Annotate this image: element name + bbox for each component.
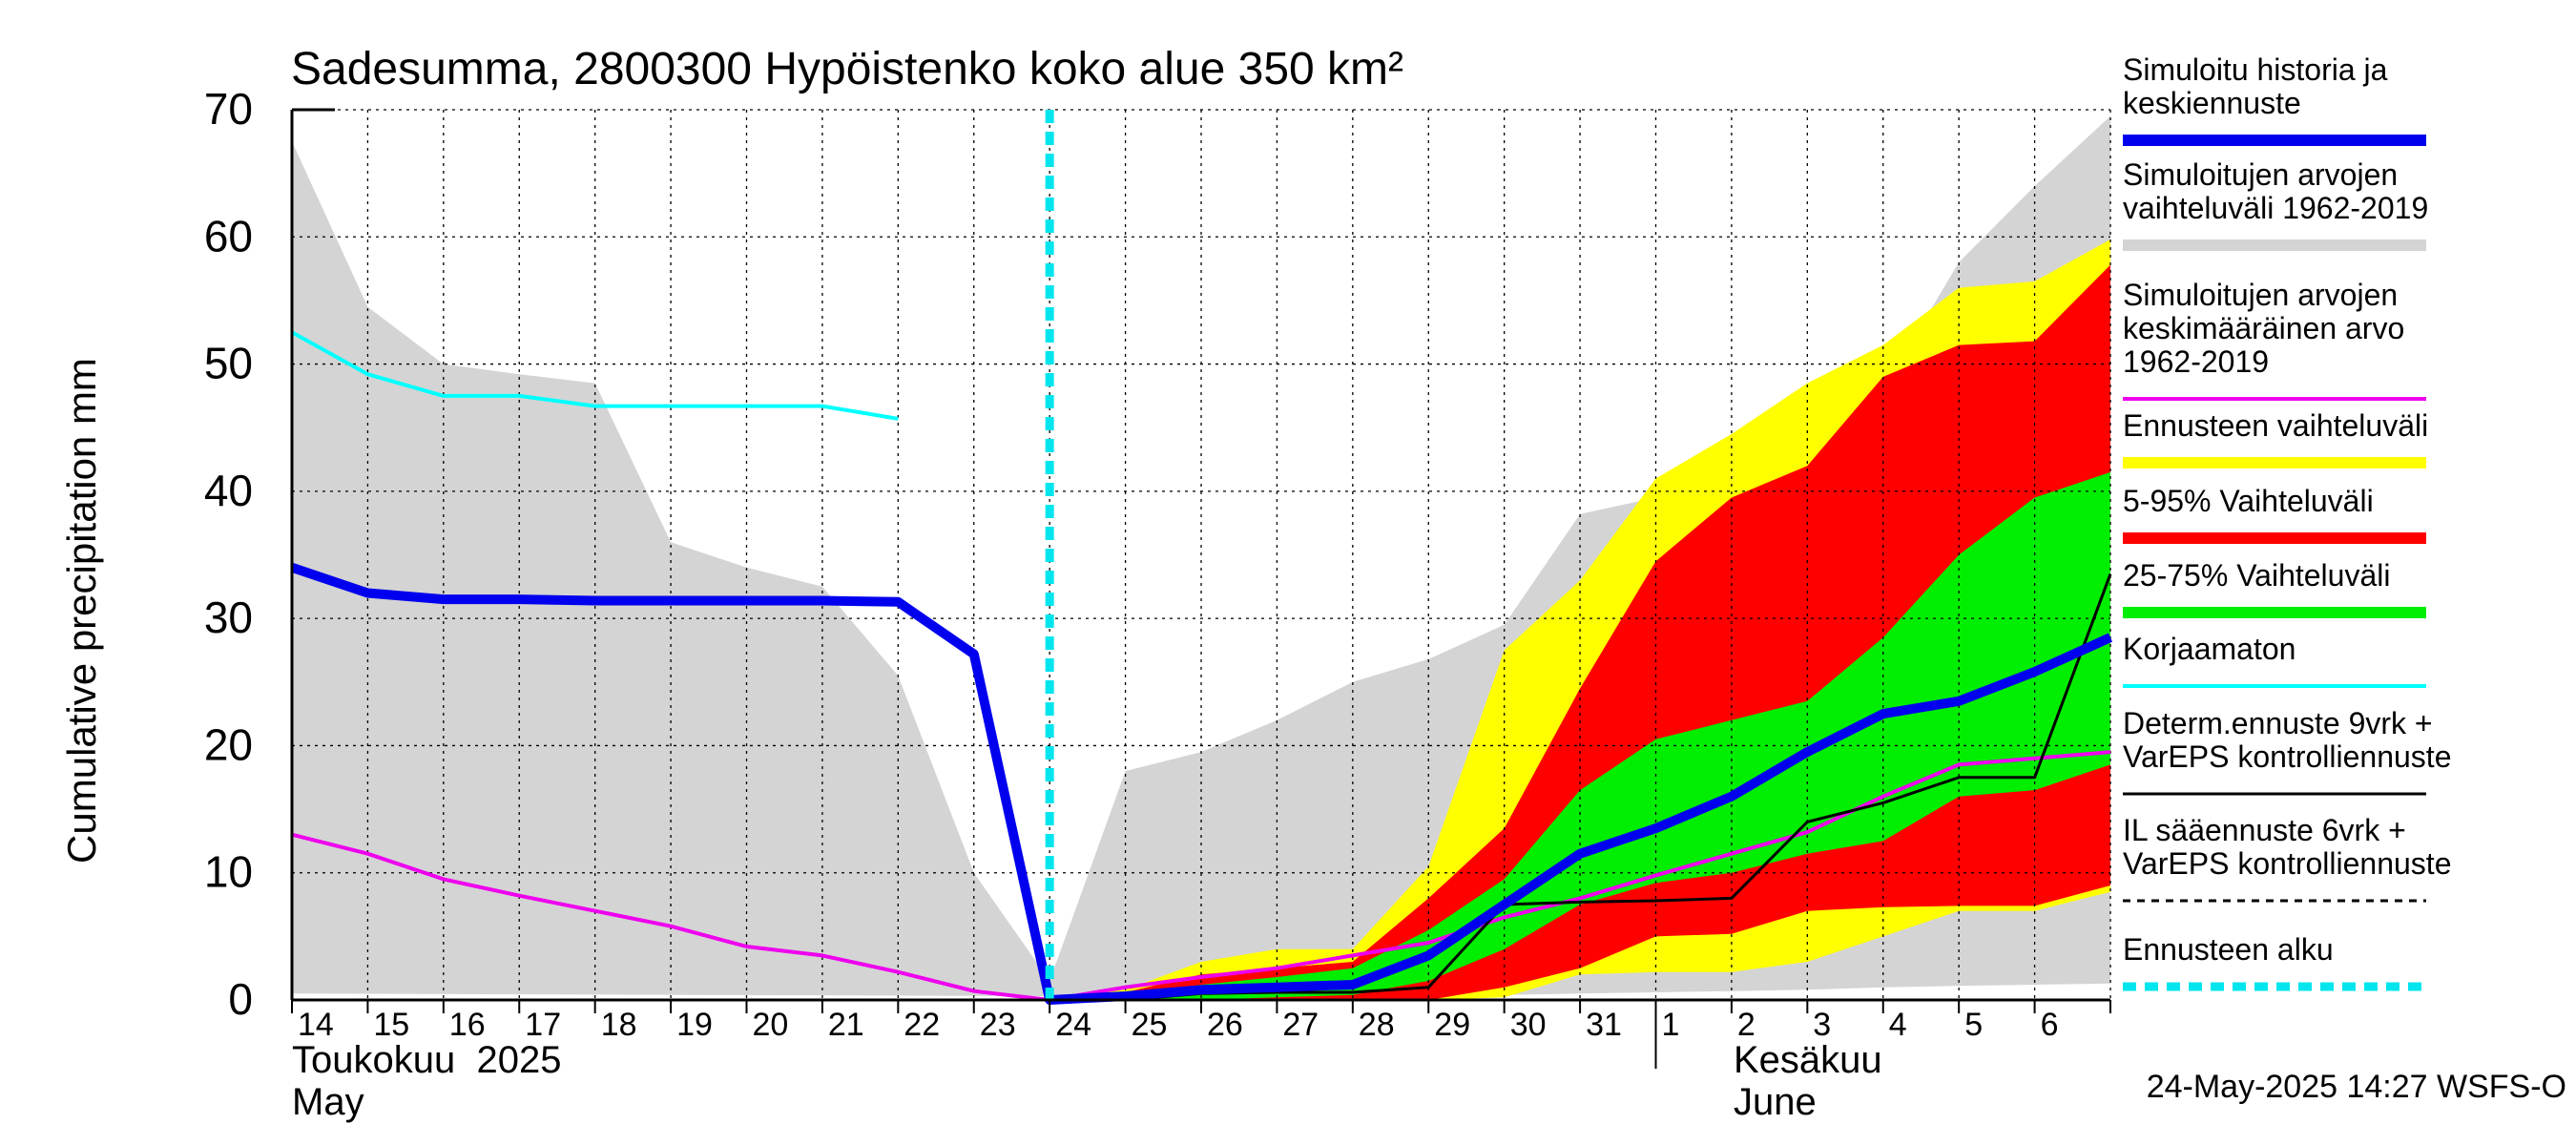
x-tick-label: 16 (449, 1007, 486, 1043)
y-tick-label: 0 (228, 974, 253, 1024)
p25-75-area (1049, 471, 2110, 1000)
legend-label-p2575: 25-75% Vaihteluväli (2123, 558, 2390, 593)
x-tick-label: 19 (676, 1007, 713, 1043)
y-tick-label: 50 (204, 339, 253, 388)
x-tick-label: 26 (1207, 1007, 1243, 1043)
month-label-june-en: June (1734, 1081, 1817, 1123)
x-tick-label: 18 (601, 1007, 637, 1043)
legend-label-alku: Ennusteen alku (2123, 932, 2334, 967)
uncorrected-line (291, 330, 899, 421)
x-tick-label: 15 (373, 1007, 409, 1043)
footer-timestamp: 24-May-2025 14:27 WSFS-O (2147, 1069, 2566, 1105)
legend-label-ens: Ennusteen vaihteluväli (2123, 408, 2428, 443)
axes (290, 108, 2111, 1069)
legend-label-determ: Determ.ennuste 9vrk + (2123, 706, 2433, 740)
month-labels: Toukokuu 2025 May Kesäkuu June (292, 1039, 1882, 1123)
grid (292, 109, 2111, 1000)
x-tick-label: 1 (1662, 1007, 1680, 1043)
x-tick-label: 23 (980, 1007, 1016, 1043)
legend-label-korj: Korjaamaton (2123, 632, 2296, 666)
x-tick-label: 29 (1434, 1007, 1470, 1043)
legend-label-history: keskiennuste (2123, 86, 2301, 120)
y-tick-label: 10 (204, 847, 253, 897)
month-label-may-en: May (292, 1081, 364, 1123)
y-tick-label: 60 (204, 211, 253, 260)
y-tick-labels: 0 10 20 30 40 50 60 70 (204, 84, 253, 1024)
x-tick-label: 6 (2041, 1007, 2059, 1043)
history-forecast-line (290, 563, 2113, 1005)
legend-label-il: VarEPS kontrolliennuste (2123, 846, 2451, 881)
y-tick-label: 40 (204, 466, 253, 515)
month-label-june-fi: Kesäkuu (1734, 1039, 1882, 1081)
x-tick-label: 24 (1055, 1007, 1091, 1043)
chart-title: Sadesumma, 2800300 Hypöistenko koko alue… (291, 44, 1403, 94)
month-label-may-fi: Toukokuu 2025 (292, 1039, 561, 1081)
x-tick-label: 3 (1813, 1007, 1831, 1043)
legend-label-mean: keskimääräinen arvo (2123, 311, 2404, 345)
y-tick-label: 20 (204, 719, 253, 769)
legend-label-p595: 5-95% Vaihteluväli (2123, 484, 2374, 518)
x-tick-label: 2 (1737, 1007, 1755, 1043)
x-tick-label: 28 (1359, 1007, 1395, 1043)
legend-label-range: vaihteluväli 1962-2019 (2123, 191, 2428, 225)
climate-mean-line (291, 750, 2111, 1002)
x-tick-labels: 14 15 16 17 18 19 20 21 22 23 24 25 26 27 28 29 30 31 1 2 3 4… (298, 1007, 2059, 1043)
legend-label-determ: VarEPS kontrolliennuste (2123, 739, 2451, 774)
legend-label-range: Simuloitujen arvojen (2123, 157, 2398, 192)
x-tick-label: 30 (1510, 1007, 1547, 1043)
x-tick-label: 22 (904, 1007, 940, 1043)
x-tick-label: 27 (1282, 1007, 1319, 1043)
y-axis-label: Cumulative precipitation mm (59, 358, 104, 864)
x-tick-label: 17 (525, 1007, 561, 1043)
x-tick-label: 21 (828, 1007, 864, 1043)
legend-label-history: Simuloitu historia ja (2123, 52, 2388, 87)
x-tick-label: 20 (753, 1007, 789, 1043)
series-lines (290, 110, 2113, 1005)
y-tick-label: 70 (204, 84, 253, 134)
legend-label-mean: Simuloitujen arvojen (2123, 278, 2398, 312)
y-tick-label: 30 (204, 593, 253, 642)
x-tick-label: 25 (1132, 1007, 1168, 1043)
x-tick-label: 5 (1964, 1007, 1983, 1043)
x-tick-label: 4 (1889, 1007, 1907, 1043)
x-tick-label: 31 (1586, 1007, 1622, 1043)
x-tick-label: 14 (298, 1007, 334, 1043)
legend-label-il: IL sääennuste 6vrk + (2123, 813, 2406, 847)
legend-label-mean: 1962-2019 (2123, 344, 2269, 379)
